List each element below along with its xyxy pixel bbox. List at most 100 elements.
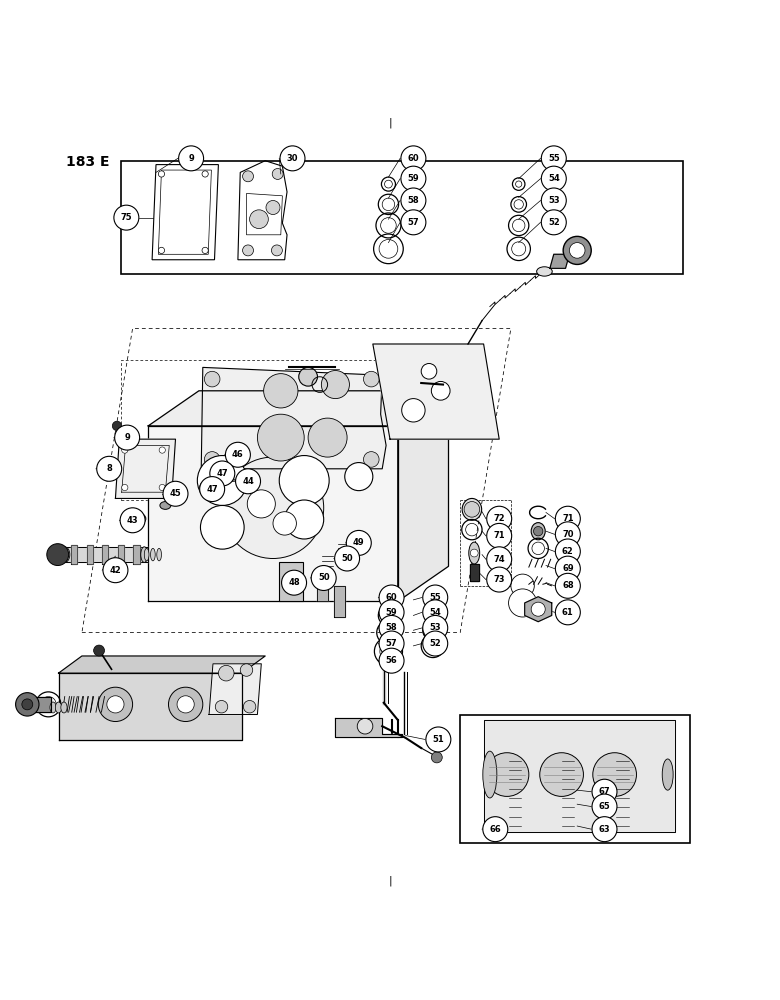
Circle shape [299,367,317,386]
Text: 69: 69 [562,564,573,573]
Text: 56: 56 [385,656,398,665]
Text: 48: 48 [289,578,300,587]
Circle shape [401,188,426,213]
Circle shape [159,447,165,453]
Circle shape [423,615,448,640]
Text: 59: 59 [386,608,397,617]
Circle shape [240,664,253,676]
Circle shape [487,547,512,572]
Text: 71: 71 [494,531,505,540]
Bar [279,562,303,601]
Circle shape [379,585,404,610]
Circle shape [243,245,254,256]
Circle shape [120,508,145,533]
Text: 62: 62 [562,547,574,556]
Circle shape [593,753,636,796]
Circle shape [272,168,283,179]
Text: 47: 47 [217,469,228,478]
Circle shape [200,481,214,495]
Ellipse shape [469,542,480,564]
Text: |: | [388,118,392,128]
Circle shape [273,512,296,535]
Circle shape [485,753,529,796]
Ellipse shape [160,502,171,509]
Text: 55: 55 [548,154,560,163]
Circle shape [204,452,220,467]
Circle shape [357,718,373,734]
Circle shape [540,753,583,796]
Circle shape [555,539,580,564]
Text: 50: 50 [318,573,329,582]
Circle shape [222,457,324,558]
Circle shape [321,371,349,399]
Circle shape [114,205,139,230]
Circle shape [487,506,512,531]
Circle shape [122,447,128,453]
Circle shape [243,700,256,713]
Circle shape [401,146,426,171]
Circle shape [541,188,566,213]
Ellipse shape [662,759,673,790]
Text: 46: 46 [232,450,244,459]
Bar [351,532,359,549]
Circle shape [101,460,110,470]
Polygon shape [550,254,569,268]
Text: 47: 47 [207,485,218,494]
Ellipse shape [61,702,67,713]
Polygon shape [148,426,398,601]
Circle shape [563,236,591,264]
Text: 54: 54 [429,608,441,617]
Circle shape [285,500,324,539]
Circle shape [266,200,280,215]
Ellipse shape [483,751,497,798]
Circle shape [200,477,225,502]
Ellipse shape [462,498,482,520]
Polygon shape [201,367,386,469]
Polygon shape [58,656,265,673]
Circle shape [97,456,122,481]
Circle shape [509,589,537,617]
Circle shape [211,466,225,480]
Circle shape [22,699,33,710]
Polygon shape [118,545,124,564]
Ellipse shape [55,702,62,713]
Text: 60: 60 [408,154,419,163]
Text: 52: 52 [548,218,560,227]
Polygon shape [71,545,77,564]
Polygon shape [209,664,261,714]
Circle shape [134,514,144,523]
Circle shape [379,600,404,625]
Circle shape [345,463,373,491]
Text: 49: 49 [353,538,364,547]
Circle shape [177,696,194,713]
Circle shape [555,506,580,531]
Text: 58: 58 [408,196,419,205]
Circle shape [158,171,165,177]
Circle shape [210,461,235,486]
Circle shape [282,570,307,595]
Text: |: | [388,876,392,886]
Ellipse shape [144,548,149,561]
Text: 9: 9 [188,154,194,163]
Circle shape [218,665,234,681]
Circle shape [204,371,220,387]
Text: 63: 63 [599,825,610,834]
Circle shape [379,631,404,656]
Text: 51: 51 [432,735,445,744]
Circle shape [421,364,437,379]
Circle shape [592,794,617,819]
Circle shape [308,418,347,457]
Text: 45: 45 [169,489,182,498]
Polygon shape [246,193,282,235]
Ellipse shape [537,267,552,276]
Circle shape [247,490,275,518]
Circle shape [431,752,442,763]
Circle shape [363,452,379,467]
Polygon shape [334,586,345,617]
Circle shape [426,727,451,752]
Circle shape [541,210,566,235]
Text: 50: 50 [342,554,353,563]
Circle shape [555,556,580,581]
Circle shape [202,171,208,177]
Ellipse shape [169,486,186,498]
